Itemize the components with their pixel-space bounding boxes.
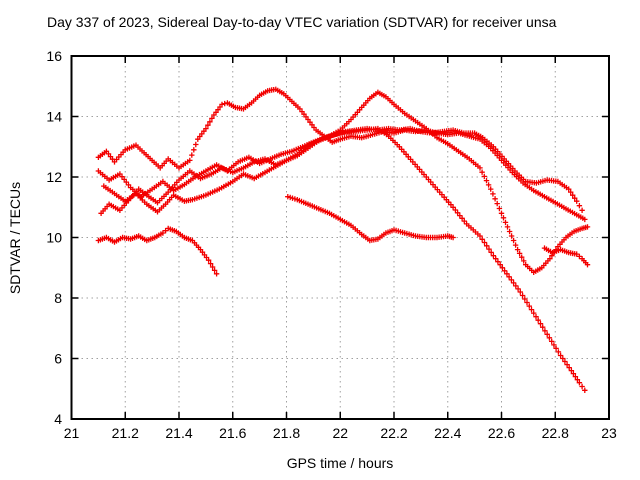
y-tick-label: 12	[46, 169, 62, 185]
series-sat-5-steep-descent	[101, 125, 588, 393]
chart-title: Day 337 of 2023, Sidereal Day-to-day VTE…	[47, 14, 557, 30]
x-tick-label: 21.8	[273, 425, 300, 441]
x-tick-label: 23	[601, 425, 617, 441]
y-tick-label: 6	[54, 351, 62, 367]
x-tick-label: 21	[64, 425, 80, 441]
series-sat-7-right-short	[541, 245, 591, 268]
y-axis-label: SDTVAR / TECUs	[7, 182, 23, 294]
series-sat-4-low-left	[95, 225, 220, 277]
x-axis-label: GPS time / hours	[287, 455, 394, 471]
x-tick-label: 22.8	[542, 425, 569, 441]
series-sat-3-peak-22.13-hook	[98, 89, 591, 275]
data-markers	[95, 86, 591, 393]
x-tick-label: 21.2	[112, 425, 139, 441]
tick-labels: 21 21.2 21.4 21.6 21.8 22 22.2 22.4 22.6 22.8 23 4 6…	[46, 48, 617, 441]
y-tick-label: 4	[54, 411, 62, 427]
y-tick-label: 10	[46, 230, 62, 246]
x-tick-label: 21.4	[165, 425, 192, 441]
y-tick-label: 14	[46, 109, 62, 125]
x-tick-label: 22.6	[488, 425, 515, 441]
plot-frame	[70, 55, 610, 420]
series-sat-6-mid-10	[285, 194, 456, 244]
x-tick-label: 21.6	[219, 425, 246, 441]
x-tick-label: 22	[332, 425, 348, 441]
y-tick-label: 8	[54, 290, 62, 306]
x-tick-label: 22.4	[434, 425, 461, 441]
y-tick-label: 16	[46, 48, 62, 64]
x-tick-label: 22.2	[380, 425, 407, 441]
